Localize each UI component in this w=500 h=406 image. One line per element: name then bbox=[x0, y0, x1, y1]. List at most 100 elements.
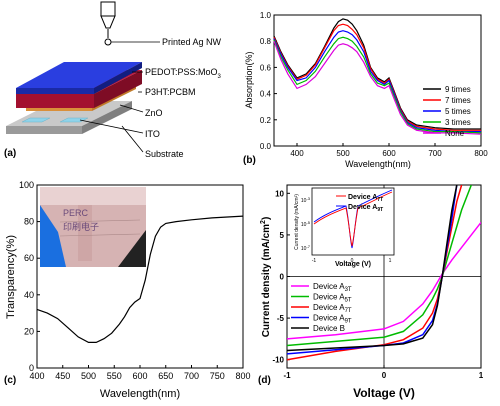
p3ht-side bbox=[94, 70, 142, 108]
panel-label-a: (a) bbox=[4, 148, 16, 159]
x-tick-label-c-1: 450 bbox=[55, 371, 70, 381]
inset-ytick-1e-5: 10-5 bbox=[301, 220, 311, 228]
x-tick-label-c-4: 600 bbox=[132, 371, 147, 381]
photo-electrode-strip bbox=[78, 205, 92, 261]
inset-ytick-1e-3: 10-3 bbox=[301, 196, 311, 204]
layer-label-p3ht: P3HT:PCBM bbox=[145, 87, 196, 97]
y-axis-label-d-close: ) bbox=[261, 217, 272, 220]
legend-d-name-0: Device A bbox=[313, 282, 345, 291]
y-tick-label-b-3: 0.6 bbox=[260, 63, 272, 72]
y-axis-label-c: Transparency(%) bbox=[5, 235, 17, 319]
x-tick-label-b-2: 600 bbox=[382, 149, 396, 158]
photo-line-1 bbox=[59, 219, 141, 223]
y-tick-label-c-1: 20 bbox=[24, 326, 34, 336]
ito-leader bbox=[79, 119, 144, 134]
panel-label-d: (d) bbox=[258, 375, 271, 386]
layer-label-zno: ZnO bbox=[145, 108, 163, 118]
plot-b-ticks: 400 500 600 700 800 0.0 0.2 0.4 0.6 0.8 1.0 bbox=[260, 11, 488, 158]
legend-b-label-2: 5 times bbox=[445, 107, 471, 116]
layer-label-agnw: Printed Ag NW bbox=[162, 37, 222, 47]
legend-d-label-3: Device A9T bbox=[313, 314, 352, 325]
inset-legend-9t-sub: 9T bbox=[377, 207, 383, 213]
series-b-line-2 bbox=[273, 30, 481, 133]
x-tick-label-b-1: 500 bbox=[336, 149, 350, 158]
panel-label-c: (c) bbox=[4, 375, 16, 386]
panel-c: PERC 印刷电子 Transparency(%) Wavelength(nm)… bbox=[4, 180, 251, 400]
photo-glove-left bbox=[40, 205, 66, 267]
legend-d-label-1: Device A5T bbox=[313, 293, 352, 304]
plot-c-ticks: 400 450 500 550 600 650 700 750 800 0 20 40 60 80 100 bbox=[19, 180, 251, 381]
plot-b-frame bbox=[273, 14, 482, 147]
inset-ytick-1e-5-base: 10 bbox=[301, 222, 307, 228]
x-tick-label-d-0: -1 bbox=[283, 371, 291, 380]
series-b-line-4 bbox=[273, 40, 482, 135]
inset-xtick-0: 0 bbox=[351, 258, 354, 264]
x-tick-label-c-6: 700 bbox=[184, 371, 199, 381]
inset-legend-7t-name: Device A bbox=[348, 194, 377, 201]
legend-d-sub-3: 9T bbox=[345, 319, 352, 325]
ag-nw-droplet bbox=[104, 38, 112, 46]
zno-leader bbox=[119, 104, 144, 113]
y-tick-label-b-4: 0.8 bbox=[260, 37, 272, 46]
legend-d-label-4: Device B bbox=[313, 324, 345, 333]
legend-b-label-3: 3 times bbox=[445, 118, 471, 127]
plot-d-lines bbox=[287, 185, 481, 361]
y-tick-label-b-5: 1.0 bbox=[260, 11, 272, 20]
y-tick-label-d-1: -5 bbox=[277, 314, 285, 323]
y-tick-label-c-2: 40 bbox=[24, 290, 34, 300]
inset-xtick--1: -1 bbox=[312, 258, 317, 264]
inset-legend-label-9t: Device A9T bbox=[348, 204, 383, 213]
inset-ytick-1e-3-exp: -3 bbox=[306, 196, 310, 201]
panel-a: Printed Ag NW PEDOT:PSS:MoO3 P3HT:PCBM Z… bbox=[4, 1, 222, 159]
inset-legend-label-7t: Device A7T bbox=[348, 194, 383, 203]
x-tick-label-b-3: 700 bbox=[428, 149, 442, 158]
y-tick-label-c-4: 80 bbox=[24, 217, 34, 227]
layer-label-substrate: Substrate bbox=[145, 149, 184, 159]
y-tick-label-c-0: 0 bbox=[29, 363, 34, 373]
inset-curve-9t bbox=[313, 189, 393, 249]
legend-d-name-4: Device B bbox=[313, 324, 345, 333]
x-tick-label-d-2: 1 bbox=[479, 371, 484, 380]
inset-ytick-1e-3-base: 10 bbox=[301, 198, 307, 204]
legend-d-sub-1: 5T bbox=[345, 298, 352, 304]
pedot-top bbox=[16, 62, 142, 88]
ito-pad-left bbox=[21, 117, 51, 123]
y-tick-label-b-0: 0.0 bbox=[260, 142, 272, 151]
inset-legend-7t-sub: 7T bbox=[377, 197, 383, 203]
x-axis-label-d: Voltage (V) bbox=[353, 386, 415, 400]
photo-line-2 bbox=[59, 233, 141, 237]
inset-ytick-1e-7: 10-7 bbox=[301, 244, 311, 252]
layer-label-pedot-sub: 3 bbox=[218, 74, 222, 80]
inset-ytick-1e-7-base: 10 bbox=[301, 246, 307, 252]
legend-b-label-0: 9 times bbox=[445, 85, 471, 94]
substrate-front bbox=[6, 126, 82, 134]
p3ht-front bbox=[16, 94, 94, 108]
x-tick-label-c-8: 800 bbox=[235, 371, 250, 381]
legend-b-label-4: None bbox=[445, 129, 465, 138]
inset-ytick-1e-5-exp: -5 bbox=[306, 220, 310, 225]
x-tick-label-c-2: 500 bbox=[81, 371, 96, 381]
legend-d-label-2: Device A7T bbox=[313, 303, 352, 314]
y-axis-label-b: Absorption(%) bbox=[244, 51, 254, 108]
legend-d-label-0: Device A3T bbox=[313, 282, 352, 293]
y-tick-label-d-2: 0 bbox=[280, 273, 285, 282]
plot-c-lines bbox=[36, 215, 244, 343]
legend-d-name-2: Device A bbox=[313, 303, 345, 312]
x-tick-label-b-4: 800 bbox=[474, 149, 488, 158]
y-tick-label-d-3: 5 bbox=[280, 231, 285, 240]
nozzle-body bbox=[100, 1, 116, 17]
inset-legend-9t-name: Device A bbox=[348, 204, 377, 211]
photo-top-glare bbox=[40, 187, 146, 205]
inset-curve-7t bbox=[313, 191, 393, 247]
plot-b-lines bbox=[273, 18, 482, 135]
inset-x-label: Voltage (V) bbox=[335, 261, 371, 268]
y-axis-label-d-sup: 2 bbox=[260, 220, 267, 224]
legend-d-name-1: Device A bbox=[313, 293, 345, 302]
layer-label-pedot: PEDOT:PSS:MoO3 bbox=[145, 67, 222, 80]
inset-xtick-1: 1 bbox=[389, 258, 392, 264]
panel-b: Absorption(%) Wavelength(nm) 400 500 600 70… bbox=[243, 11, 488, 169]
series-d-line-4 bbox=[287, 185, 458, 352]
